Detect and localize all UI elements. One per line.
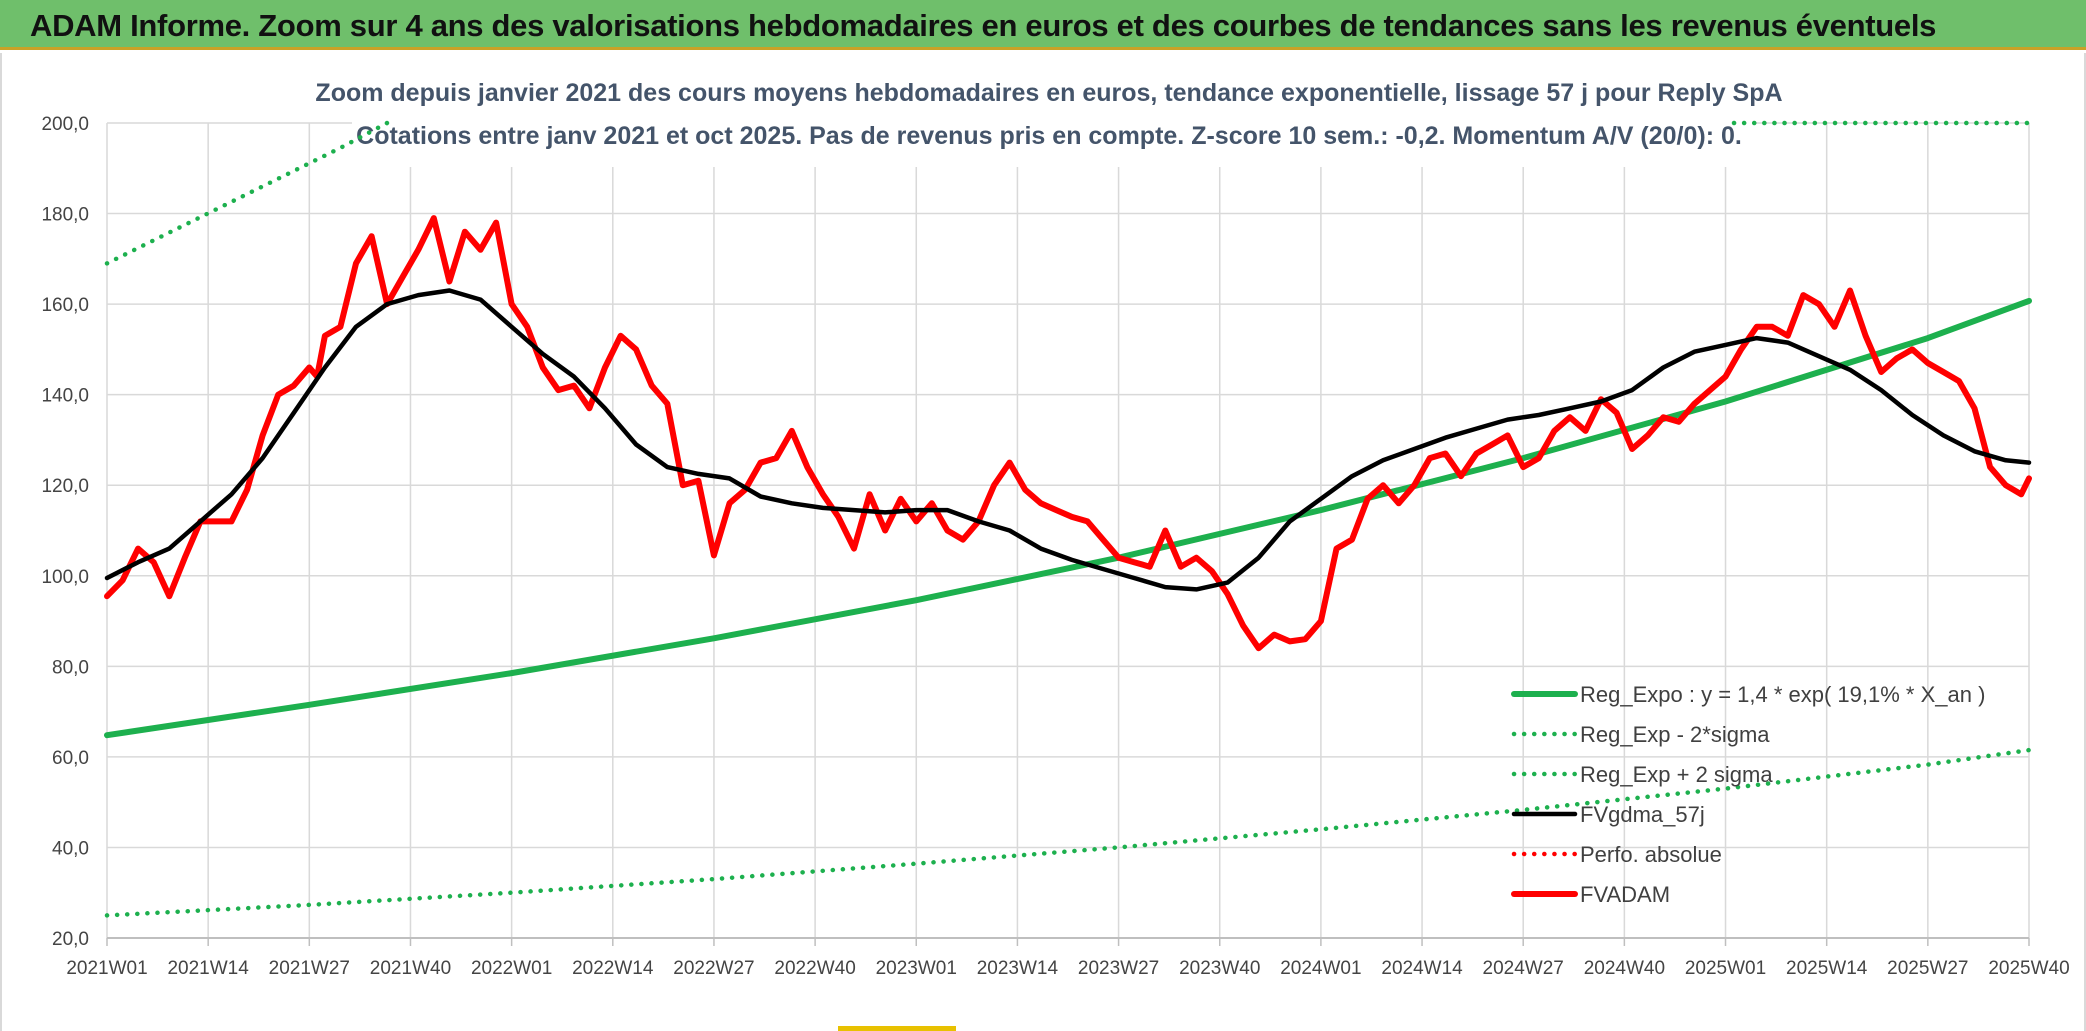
- page-title: ADAM Informe. Zoom sur 4 ans des valoris…: [30, 8, 1937, 43]
- x-tick-label: 2021W27: [269, 958, 350, 979]
- x-tick-label: 2022W14: [572, 958, 654, 979]
- legend: Reg_Expo : y = 1,4 * exp( 19,1% * X_an )…: [1511, 682, 1985, 907]
- y-tick-label: 80,0: [52, 657, 89, 678]
- y-tick-label: 20,0: [52, 929, 89, 950]
- bottom-marker: [838, 1026, 956, 1031]
- series-layer: [104, 120, 2032, 918]
- x-tick-label: 2021W14: [167, 958, 249, 979]
- x-tick-label: 2023W27: [1078, 958, 1159, 979]
- gridlines: [106, 122, 2030, 939]
- x-tick-label: 2022W40: [774, 958, 855, 979]
- x-tick-label: 2021W01: [66, 958, 147, 979]
- legend-label: FVADAM: [1580, 882, 1670, 907]
- y-tick-label: 100,0: [41, 567, 89, 588]
- chart-title: Zoom depuis janvier 2021 des cours moyen…: [315, 79, 1782, 107]
- series-line-fvadam: [104, 215, 2032, 652]
- y-tick-label: 180,0: [41, 205, 89, 226]
- x-tick-label: 2023W40: [1179, 958, 1260, 979]
- x-tick-label: 2025W27: [1887, 958, 1968, 979]
- series-line-fvgdma-57j: [104, 288, 2032, 592]
- x-tick-label: 2025W14: [1786, 958, 1868, 979]
- legend-label: Reg_Expo : y = 1,4 * exp( 19,1% * X_an ): [1580, 682, 1985, 707]
- line-chart: 200,0 180,0 160,0 140,0 120,0 100,0 80,0 60,0 40…: [41, 63, 2070, 979]
- legend-label: Reg_Exp + 2 sigma: [1580, 762, 1773, 787]
- x-tick-label: 2022W27: [673, 958, 754, 979]
- y-tick-label: 120,0: [41, 476, 89, 497]
- chart-frame: 200,0 180,0 160,0 140,0 120,0 100,0 80,0 60,0 40…: [0, 53, 2086, 1031]
- y-axis: 200,0 180,0 160,0 140,0 120,0 100,0 80,0 60,0 40…: [41, 114, 89, 950]
- y-tick-label: 40,0: [52, 838, 89, 859]
- x-axis: 2021W01 2021W14 2021W27 2021W40 2022W01 2022W…: [66, 937, 2070, 979]
- x-tick-label: 2024W01: [1280, 958, 1361, 979]
- title-backdrop: [352, 63, 1752, 167]
- x-tick-label: 2024W40: [1584, 958, 1665, 979]
- x-tick-label: 2024W14: [1381, 958, 1463, 979]
- legend-label: Perfo. absolue: [1580, 842, 1722, 867]
- legend-label: FVgdma_57j: [1580, 802, 1705, 827]
- legend-label: Reg_Exp - 2*sigma: [1580, 722, 1770, 747]
- x-tick-label: 2025W01: [1685, 958, 1766, 979]
- x-tick-label: 2024W27: [1483, 958, 1564, 979]
- y-tick-label: 60,0: [52, 748, 89, 769]
- y-tick-label: 160,0: [41, 295, 89, 316]
- y-tick-label: 200,0: [41, 114, 89, 135]
- y-tick-label: 140,0: [41, 386, 89, 407]
- series-line-reg-exp: [104, 120, 390, 266]
- header-banner: ADAM Informe. Zoom sur 4 ans des valoris…: [0, 0, 2086, 50]
- chart-subtitle: Cotations entre janv 2021 et oct 2025. P…: [356, 122, 1742, 150]
- x-tick-label: 2021W40: [370, 958, 451, 979]
- x-tick-label: 2025W40: [1988, 958, 2069, 979]
- x-tick-label: 2022W01: [471, 958, 552, 979]
- x-tick-label: 2023W14: [977, 958, 1059, 979]
- x-tick-label: 2023W01: [876, 958, 957, 979]
